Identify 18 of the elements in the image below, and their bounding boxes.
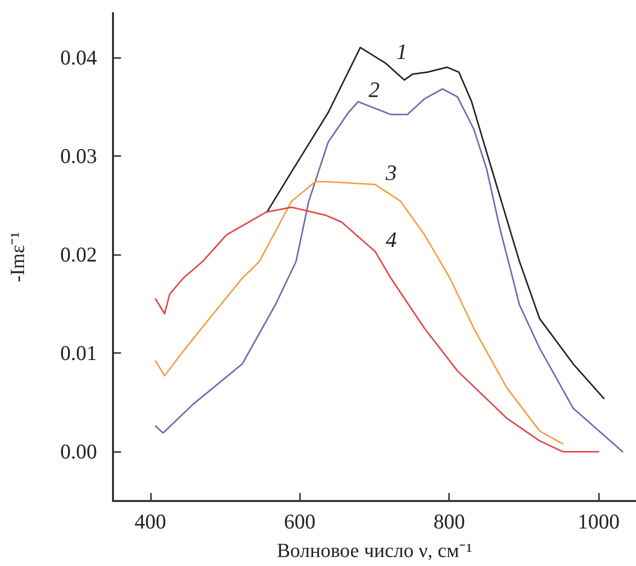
x-tick-label: 400 [134, 510, 166, 534]
series-label: 3 [384, 160, 397, 186]
line-series [266, 46, 605, 400]
y-tick-label: 0.04 [60, 45, 98, 70]
y-tick-label: 0.03 [60, 144, 97, 168]
series-label: 4 [386, 227, 397, 252]
y-tick-label: 0.01 [60, 341, 97, 366]
x-tick-label: 800 [433, 510, 465, 534]
x-axis-title: Волновое число ν, см⁻¹ [276, 540, 472, 562]
x-tick-label: 600 [284, 510, 316, 534]
y-axis-title: -Imε⁻¹ [7, 232, 29, 282]
y-tick-label: 0.00 [60, 440, 97, 464]
line-series [154, 180, 564, 445]
line-series [154, 206, 600, 452]
x-tick-label: 1000 [578, 510, 620, 534]
series-label: 2 [368, 77, 380, 102]
y-tick-label: 0.02 [60, 242, 97, 267]
series-label: 1 [396, 38, 408, 64]
